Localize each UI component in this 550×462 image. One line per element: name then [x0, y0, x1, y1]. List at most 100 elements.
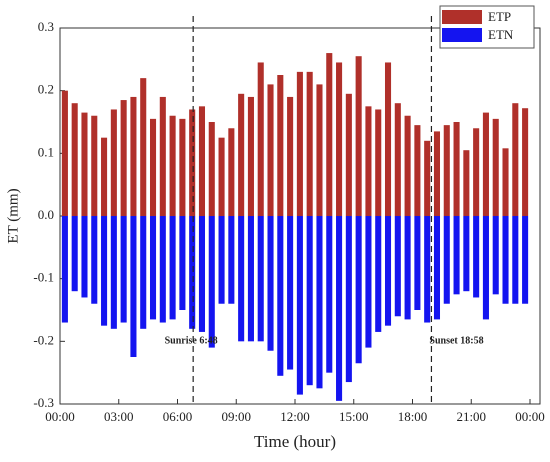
x-tick-label: 09:00 [221, 409, 251, 424]
x-tick-label: 15:00 [339, 409, 369, 424]
bar [306, 216, 313, 386]
bar [473, 128, 480, 216]
annotation: Sunset 18:58 [429, 336, 483, 347]
y-tick-label: 0.0 [38, 207, 54, 222]
bar [218, 216, 225, 304]
bar [149, 216, 157, 320]
bar [238, 216, 245, 342]
bar [130, 216, 137, 357]
bar [375, 109, 382, 216]
bar [120, 216, 127, 323]
bar [355, 56, 362, 217]
bar [101, 216, 108, 326]
bar [414, 216, 421, 310]
bar [463, 216, 470, 292]
bar [218, 137, 225, 216]
bar [110, 216, 117, 329]
bar [159, 96, 166, 216]
bar [453, 122, 460, 216]
bar [179, 216, 186, 310]
bar [512, 216, 519, 304]
bar [326, 216, 333, 373]
legend-label: ETN [488, 27, 514, 42]
bar [492, 216, 499, 295]
bar [247, 216, 254, 342]
bar [91, 216, 98, 304]
bar [110, 109, 117, 216]
bar [149, 118, 157, 216]
bar [384, 62, 392, 216]
y-tick-label: -0.3 [33, 395, 54, 410]
bar [502, 216, 509, 304]
bar [443, 125, 450, 216]
bar [61, 90, 68, 216]
bar [394, 216, 401, 317]
bar [365, 216, 372, 348]
bar [140, 216, 147, 329]
x-tick-label: 18:00 [398, 409, 428, 424]
bar [306, 71, 313, 216]
bar [482, 112, 489, 216]
bar [502, 148, 509, 216]
bar [257, 216, 264, 342]
bar [522, 108, 529, 216]
bar [228, 216, 235, 304]
bar [345, 93, 352, 216]
bar [130, 96, 137, 216]
bar [208, 216, 215, 348]
bar [81, 216, 88, 298]
bar [247, 96, 254, 216]
bar [443, 216, 450, 304]
bar [140, 78, 147, 216]
bar [345, 216, 352, 383]
bar [208, 122, 215, 216]
legend-label: ETP [488, 9, 511, 24]
bar [189, 216, 196, 329]
bar [414, 125, 421, 216]
y-tick-label: 0.3 [38, 19, 54, 34]
bar [159, 216, 166, 323]
bar [91, 115, 98, 216]
bar [61, 216, 68, 323]
bar [71, 103, 78, 216]
x-tick-label: 12:00 [280, 409, 310, 424]
bar [316, 216, 323, 389]
y-axis-label: ET (mm) [5, 188, 21, 243]
bar [463, 150, 470, 216]
y-tick-label: -0.1 [33, 270, 54, 285]
bar [71, 216, 78, 292]
bar [384, 216, 392, 326]
bar [277, 75, 284, 216]
bar [355, 216, 362, 364]
bar [277, 216, 284, 376]
legend-swatch [442, 10, 482, 24]
y-tick-label: 0.1 [38, 144, 54, 159]
bar [101, 137, 108, 216]
bar [424, 140, 431, 216]
annotation: Sunrise 6:48 [165, 336, 218, 347]
bar [287, 216, 294, 370]
bar [316, 84, 323, 217]
bar [296, 216, 303, 395]
bar [512, 103, 519, 216]
bar [81, 112, 88, 216]
bar [453, 216, 460, 295]
bar [404, 115, 411, 216]
bar [120, 100, 127, 216]
x-tick-label: 00:00 [45, 409, 75, 424]
bar [522, 216, 529, 304]
bar [189, 109, 196, 216]
bar [336, 62, 343, 216]
x-tick-label: 06:00 [163, 409, 193, 424]
bar [287, 96, 294, 216]
bar [394, 103, 401, 216]
bar [433, 216, 441, 320]
bar [169, 115, 176, 216]
bar [267, 84, 274, 217]
bar [404, 216, 411, 320]
bar [257, 62, 264, 216]
bar [482, 216, 489, 320]
x-tick-label: 03:00 [104, 409, 134, 424]
bar [267, 216, 274, 351]
